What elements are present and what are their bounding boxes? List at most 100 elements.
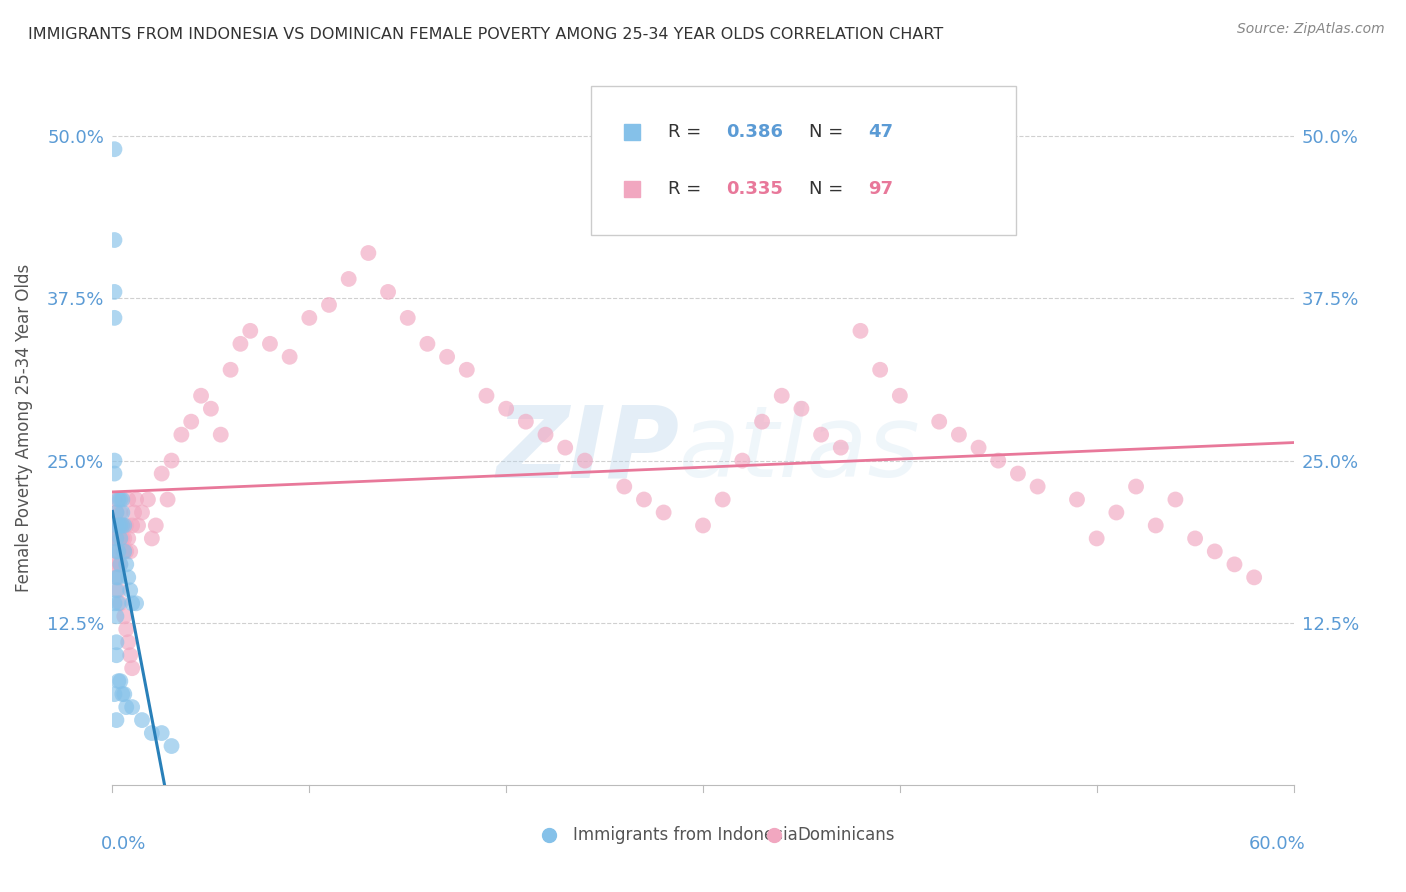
Point (111, 544, 134, 558)
Point (105, 583, 128, 598)
Point (125, 596, 148, 610)
Point (103, 310, 125, 325)
Point (110, 506, 132, 520)
Point (105, 544, 128, 558)
Point (105, 518, 128, 533)
Point (145, 518, 167, 533)
Point (112, 518, 135, 533)
Point (107, 570, 129, 584)
Point (117, 635, 139, 649)
Point (554, 441, 576, 455)
Point (115, 558, 138, 572)
Point (141, 726, 163, 740)
Text: 0.0%: 0.0% (101, 835, 146, 853)
Point (103, 558, 125, 572)
Text: 97: 97 (869, 180, 893, 198)
Point (111, 518, 134, 533)
Text: ZIP: ZIP (496, 401, 679, 498)
Point (107, 518, 129, 533)
Point (107, 674, 129, 689)
Point (1243, 570, 1265, 584)
Point (156, 492, 179, 507)
Point (948, 427, 970, 442)
Point (652, 506, 675, 520)
Point (107, 492, 129, 507)
Point (112, 532, 135, 546)
Point (103, 518, 125, 533)
Point (1105, 506, 1128, 520)
Point (110, 532, 132, 546)
Point (790, 401, 813, 416)
Point (122, 506, 145, 520)
Point (830, 441, 852, 455)
Text: Source: ZipAtlas.com: Source: ZipAtlas.com (1237, 22, 1385, 37)
Point (1164, 492, 1187, 507)
Point (731, 453, 754, 467)
Point (103, 596, 125, 610)
Point (105, 532, 128, 546)
Point (110, 596, 132, 610)
Point (105, 532, 128, 546)
Point (1125, 479, 1147, 493)
Point (103, 142, 125, 156)
Point (1204, 544, 1226, 558)
Text: 47: 47 (869, 123, 893, 141)
Point (112, 544, 135, 558)
Point (396, 310, 419, 325)
Point (209, 427, 232, 442)
Point (1144, 518, 1167, 533)
Point (337, 272, 360, 286)
Point (1085, 532, 1108, 546)
Point (1184, 532, 1206, 546)
Point (633, 492, 655, 507)
Point (416, 336, 439, 351)
Point (613, 479, 636, 493)
Point (110, 558, 132, 572)
Point (115, 700, 138, 714)
Point (107, 532, 129, 546)
Point (229, 336, 252, 351)
Point (1066, 492, 1088, 507)
Point (107, 518, 129, 533)
Point (105, 635, 128, 649)
Point (259, 336, 281, 351)
Point (111, 532, 134, 546)
Point (117, 492, 139, 507)
Y-axis label: Female Poverty Among 25-34 Year Olds: Female Poverty Among 25-34 Year Olds (15, 264, 32, 592)
Point (239, 324, 262, 338)
Point (110, 558, 132, 572)
Point (121, 700, 143, 714)
Point (120, 544, 142, 558)
Point (103, 285, 125, 299)
Text: R =: R = (668, 180, 707, 198)
Point (141, 532, 163, 546)
Point (121, 661, 143, 675)
Point (111, 687, 134, 701)
Point (112, 609, 135, 624)
Point (111, 518, 134, 533)
Point (110, 532, 132, 546)
Point (278, 350, 301, 364)
Point (849, 324, 872, 338)
Point (928, 415, 950, 429)
Point (105, 609, 128, 624)
Point (770, 389, 793, 403)
Point (111, 506, 134, 520)
Point (170, 427, 193, 442)
Point (110, 518, 132, 533)
Point (115, 518, 138, 533)
Point (103, 467, 125, 481)
Point (115, 622, 138, 636)
Text: N =: N = (810, 123, 849, 141)
Point (105, 570, 128, 584)
Point (107, 583, 129, 598)
Point (110, 518, 132, 533)
Point (105, 506, 128, 520)
Point (121, 518, 143, 533)
Point (475, 389, 498, 403)
Point (751, 415, 773, 429)
Point (889, 389, 911, 403)
Point (103, 492, 125, 507)
Point (110, 674, 132, 689)
Text: N =: N = (810, 180, 849, 198)
